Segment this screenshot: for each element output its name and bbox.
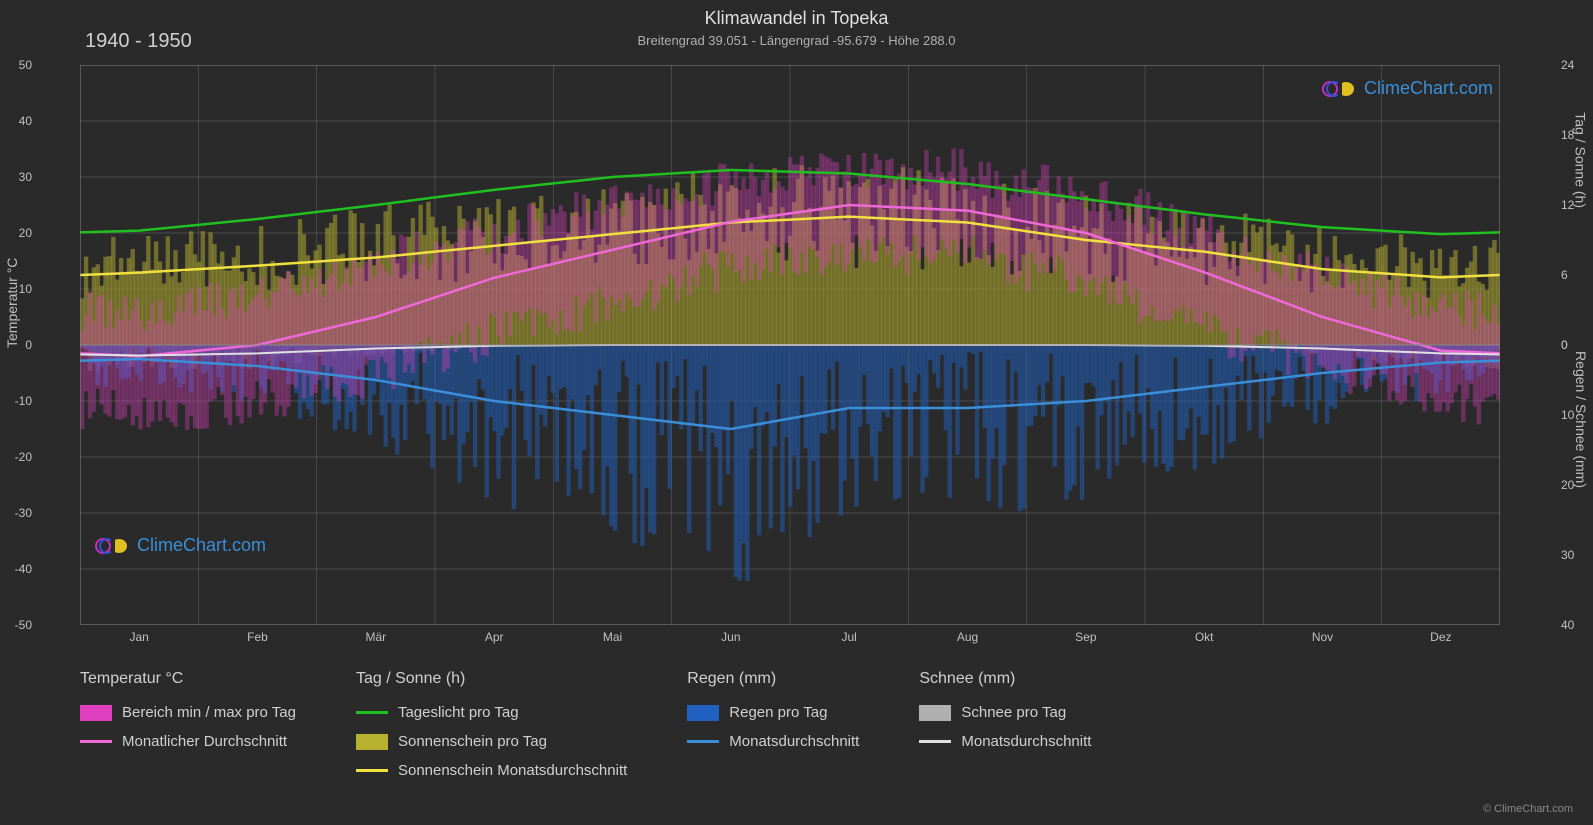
x-tick: Jun <box>721 630 740 644</box>
y-tick-right-top: 18 <box>1561 128 1574 142</box>
y-axis-left-label: Temperatur °C <box>4 258 20 348</box>
legend-swatch <box>687 740 719 743</box>
y-tick-left: -50 <box>15 618 32 632</box>
legend-swatch <box>919 740 951 743</box>
legend: Temperatur °C Bereich min / max pro Tag Mo… <box>80 670 1500 779</box>
legend-swatch <box>356 769 388 772</box>
legend-header: Regen (mm) <box>687 670 859 688</box>
legend-item: Monatsdurchschnitt <box>687 733 859 750</box>
y-tick-right-bottom: 40 <box>1561 618 1574 632</box>
y-tick-right-bottom: 0 <box>1561 338 1568 352</box>
legend-group: Temperatur °C Bereich min / max pro Tag Mo… <box>80 670 296 779</box>
legend-item: Monatsdurchschnitt <box>919 733 1091 750</box>
legend-item: Schnee pro Tag <box>919 704 1091 721</box>
climate-chart: Klimawandel in Topeka Breitengrad 39.051… <box>0 0 1593 825</box>
y-tick-right-bottom: 10 <box>1561 408 1574 422</box>
watermark-bottom-left: ClimeChart.com <box>95 535 266 556</box>
legend-label: Monatlicher Durchschnitt <box>122 733 287 750</box>
x-tick: Apr <box>485 630 504 644</box>
y-tick-right-top: 6 <box>1561 268 1568 282</box>
legend-group: Schnee (mm) Schnee pro Tag Monatsdurchschn… <box>919 670 1091 779</box>
y-tick-right-top: 12 <box>1561 198 1574 212</box>
watermark-top-right: ClimeChart.com <box>1322 78 1493 99</box>
legend-header: Schnee (mm) <box>919 670 1091 688</box>
legend-swatch <box>80 705 112 721</box>
x-tick: Jul <box>841 630 856 644</box>
x-tick: Okt <box>1195 630 1214 644</box>
legend-item: Monatlicher Durchschnitt <box>80 733 296 750</box>
x-tick: Mai <box>603 630 622 644</box>
x-tick: Mär <box>365 630 386 644</box>
plot-svg <box>80 65 1500 625</box>
watermark-logo-icon <box>1322 80 1358 98</box>
legend-group: Tag / Sonne (h) Tageslicht pro Tag Sonnens… <box>356 670 627 779</box>
legend-label: Tageslicht pro Tag <box>398 704 519 721</box>
watermark-logo-icon <box>95 537 131 555</box>
legend-header: Tag / Sonne (h) <box>356 670 627 688</box>
legend-swatch <box>687 705 719 721</box>
y-tick-left: 50 <box>19 58 32 72</box>
y-tick-left: 0 <box>25 338 32 352</box>
y-axis-right-bottom-label: Regen / Schnee (mm) <box>1573 351 1589 488</box>
x-tick: Nov <box>1312 630 1333 644</box>
watermark-text: ClimeChart.com <box>1364 78 1493 99</box>
y-tick-left: 10 <box>19 282 32 296</box>
legend-label: Sonnenschein Monatsdurchschnitt <box>398 762 627 779</box>
legend-label: Sonnenschein pro Tag <box>398 733 547 750</box>
legend-label: Regen pro Tag <box>729 704 827 721</box>
x-axis: Jan Feb Mär Apr Mai Jun Jul Aug Sep Okt Nov Dez <box>80 630 1500 650</box>
legend-swatch <box>919 705 951 721</box>
plot-area <box>80 65 1500 625</box>
y-tick-left: -40 <box>15 562 32 576</box>
y-tick-left: 30 <box>19 170 32 184</box>
x-tick: Feb <box>247 630 268 644</box>
legend-swatch <box>80 740 112 743</box>
legend-item: Sonnenschein pro Tag <box>356 733 627 750</box>
y-tick-right-bottom: 20 <box>1561 478 1574 492</box>
legend-item: Bereich min / max pro Tag <box>80 704 296 721</box>
legend-header: Temperatur °C <box>80 670 296 688</box>
legend-item: Sonnenschein Monatsdurchschnitt <box>356 762 627 779</box>
period-label: 1940 - 1950 <box>85 30 192 53</box>
x-tick: Aug <box>957 630 978 644</box>
y-tick-left: 40 <box>19 114 32 128</box>
y-tick-left: -10 <box>15 394 32 408</box>
x-tick: Dez <box>1430 630 1451 644</box>
x-tick: Sep <box>1075 630 1096 644</box>
chart-subtitle: Breitengrad 39.051 - Längengrad -95.679 … <box>0 29 1593 48</box>
chart-title: Klimawandel in Topeka <box>0 0 1593 29</box>
y-tick-left: 20 <box>19 226 32 240</box>
y-tick-left: -20 <box>15 450 32 464</box>
legend-group: Regen (mm) Regen pro Tag Monatsdurchschnit… <box>687 670 859 779</box>
legend-swatch <box>356 711 388 714</box>
watermark-text: ClimeChart.com <box>137 535 266 556</box>
legend-item: Regen pro Tag <box>687 704 859 721</box>
legend-label: Schnee pro Tag <box>961 704 1066 721</box>
y-tick-right-top: 24 <box>1561 58 1574 72</box>
legend-swatch <box>356 734 388 750</box>
legend-label: Monatsdurchschnitt <box>961 733 1091 750</box>
y-tick-right-bottom: 30 <box>1561 548 1574 562</box>
copyright: © ClimeChart.com <box>1483 803 1573 815</box>
legend-item: Tageslicht pro Tag <box>356 704 627 721</box>
y-axis-right-top-label: Tag / Sonne (h) <box>1573 112 1589 208</box>
x-tick: Jan <box>129 630 148 644</box>
legend-label: Monatsdurchschnitt <box>729 733 859 750</box>
y-tick-left: -30 <box>15 506 32 520</box>
legend-label: Bereich min / max pro Tag <box>122 704 296 721</box>
